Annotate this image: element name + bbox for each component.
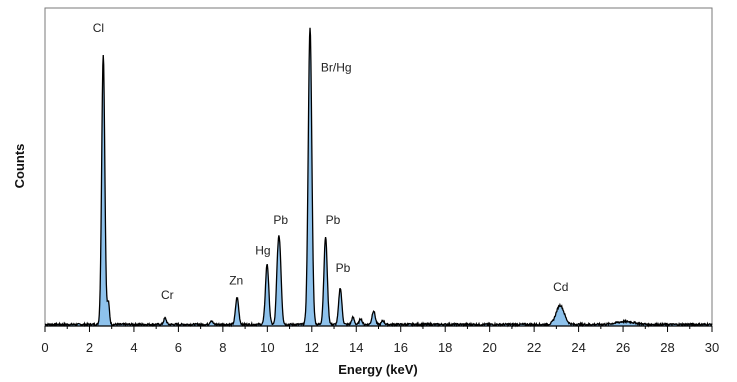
peak-label: Pb xyxy=(326,213,341,227)
x-tick-label: 10 xyxy=(260,340,274,355)
peak-label: Pb xyxy=(273,213,288,227)
x-tick-label: 28 xyxy=(660,340,674,355)
x-tick-label: 0 xyxy=(41,340,48,355)
x-tick-label: 2 xyxy=(86,340,93,355)
x-ticks: 0 2 4 6 8 10 12 14 16 18 20 22 24 26 28 30 xyxy=(41,326,719,355)
peak-label: Cr xyxy=(161,288,174,302)
spectrum-line xyxy=(44,27,713,328)
x-tick-label: 26 xyxy=(616,340,630,355)
peak-annotations: Cl Cr Zn Hg Pb Br/Hg Pb Pb Cd xyxy=(93,21,569,302)
spectrum-area xyxy=(45,27,712,327)
x-tick-label: 30 xyxy=(705,340,719,355)
x-tick-label: 22 xyxy=(527,340,541,355)
plot-frame xyxy=(44,7,713,327)
x-tick-label: 6 xyxy=(175,340,182,355)
x-tick-label: 4 xyxy=(130,340,137,355)
x-tick-label: 12 xyxy=(305,340,319,355)
spectrum-layer xyxy=(44,27,713,328)
x-tick-label: 8 xyxy=(219,340,226,355)
peak-label: Hg xyxy=(255,243,270,257)
x-axis-title: Energy (keV) xyxy=(338,362,417,377)
y-axis-title: Counts xyxy=(12,144,27,189)
x-tick-label: 16 xyxy=(393,340,407,355)
peak-label: Pb xyxy=(336,261,351,275)
x-tick-label: 24 xyxy=(571,340,585,355)
peak-label: Cd xyxy=(553,280,568,294)
x-tick-label: 14 xyxy=(349,340,363,355)
peak-label: Br/Hg xyxy=(321,61,352,75)
peak-label: Zn xyxy=(229,274,243,288)
peak-label: Cl xyxy=(93,21,104,35)
x-tick-label: 18 xyxy=(438,340,452,355)
x-tick-label: 20 xyxy=(482,340,496,355)
